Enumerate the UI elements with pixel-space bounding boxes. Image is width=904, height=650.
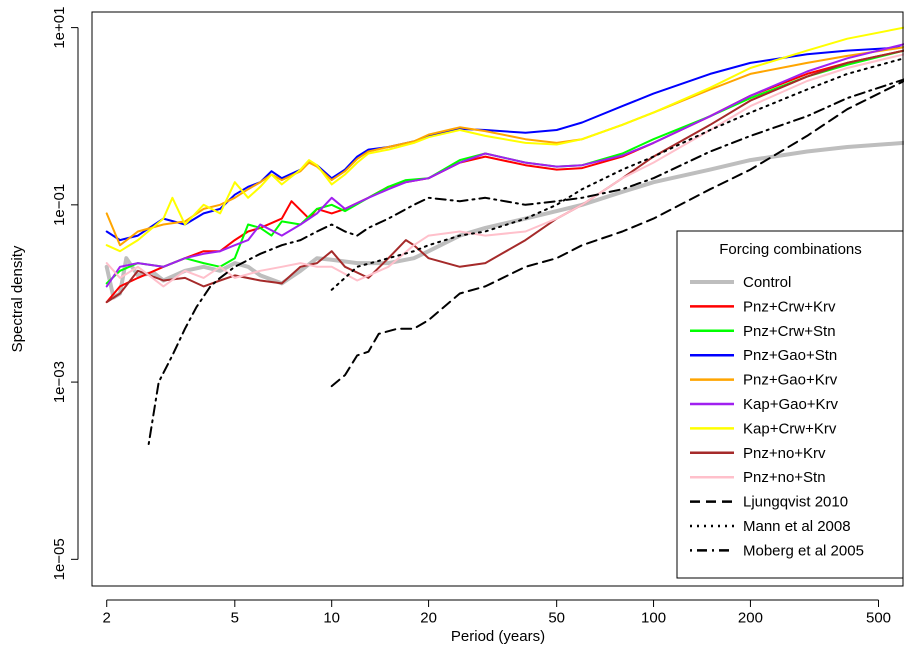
y-axis-label: Spectral density xyxy=(9,245,26,352)
legend-label-ljungqvist-2010: Ljungqvist 2010 xyxy=(743,494,848,511)
legend-label-pnz-crw-stn: Pnz+Crw+Stn xyxy=(743,323,836,340)
series-line-moberg-et-al-2005 xyxy=(147,78,904,445)
x-tick-label: 2 xyxy=(103,609,111,626)
legend: Forcing combinations Control Pnz+Crw+Krv P… xyxy=(676,230,904,579)
x-tick-label: 500 xyxy=(866,609,891,626)
x-tick-label: 200 xyxy=(738,609,763,626)
legend-label-mann-et-al-2008: Mann et al 2008 xyxy=(743,518,851,535)
x-tick-label: 100 xyxy=(641,609,666,626)
y-tick-label: 1e−05 xyxy=(51,538,68,580)
legend-label-moberg-et-al-2005: Moberg et al 2005 xyxy=(743,542,864,559)
series-line-pnz-no-stn xyxy=(105,53,904,288)
y-tick-label: 1e−03 xyxy=(51,361,68,403)
series-line-pnz-gao-stn xyxy=(105,46,904,242)
x-tick-label: 5 xyxy=(231,609,239,626)
series-line-ljungqvist-2010 xyxy=(330,80,904,388)
y-axis: 1e−05 1e−03 1e−01 1e+01 xyxy=(51,7,79,580)
legend-label-pnz-crw-krv: Pnz+Crw+Krv xyxy=(743,298,836,315)
series-layer xyxy=(104,26,904,445)
series-line-kap-gao-krv xyxy=(105,43,904,288)
y-tick-label: 1e+01 xyxy=(51,7,68,49)
legend-label-pnz-gao-krv: Pnz+Gao+Krv xyxy=(743,372,838,389)
series-line-kap-crw-krv xyxy=(105,26,904,253)
legend-label-kap-crw-krv: Kap+Crw+Krv xyxy=(743,420,837,437)
legend-label-pnz-no-krv: Pnz+no+Krv xyxy=(743,445,826,462)
x-tick-label: 50 xyxy=(548,609,565,626)
legend-label-kap-gao-krv: Kap+Gao+Krv xyxy=(743,396,839,413)
x-tick-label: 20 xyxy=(420,609,437,626)
y-tick-label: 1e−01 xyxy=(51,184,68,226)
series-line-control xyxy=(104,140,904,300)
legend-label-pnz-gao-stn: Pnz+Gao+Stn xyxy=(743,347,837,364)
x-axis-label: Period (years) xyxy=(451,628,545,645)
legend-label-pnz-no-stn: Pnz+no+Stn xyxy=(743,469,826,486)
x-tick-label: 10 xyxy=(323,609,340,626)
series-line-mann-et-al-2008 xyxy=(330,57,904,291)
legend-label-control: Control xyxy=(743,274,791,291)
x-axis: 2 5 10 20 50 100 200 500 xyxy=(103,599,891,626)
legend-title: Forcing combinations xyxy=(719,241,862,258)
legend-items: Control Pnz+Crw+Krv Pnz+Crw+Stn Pnz+Gao+Stn… xyxy=(690,274,864,559)
